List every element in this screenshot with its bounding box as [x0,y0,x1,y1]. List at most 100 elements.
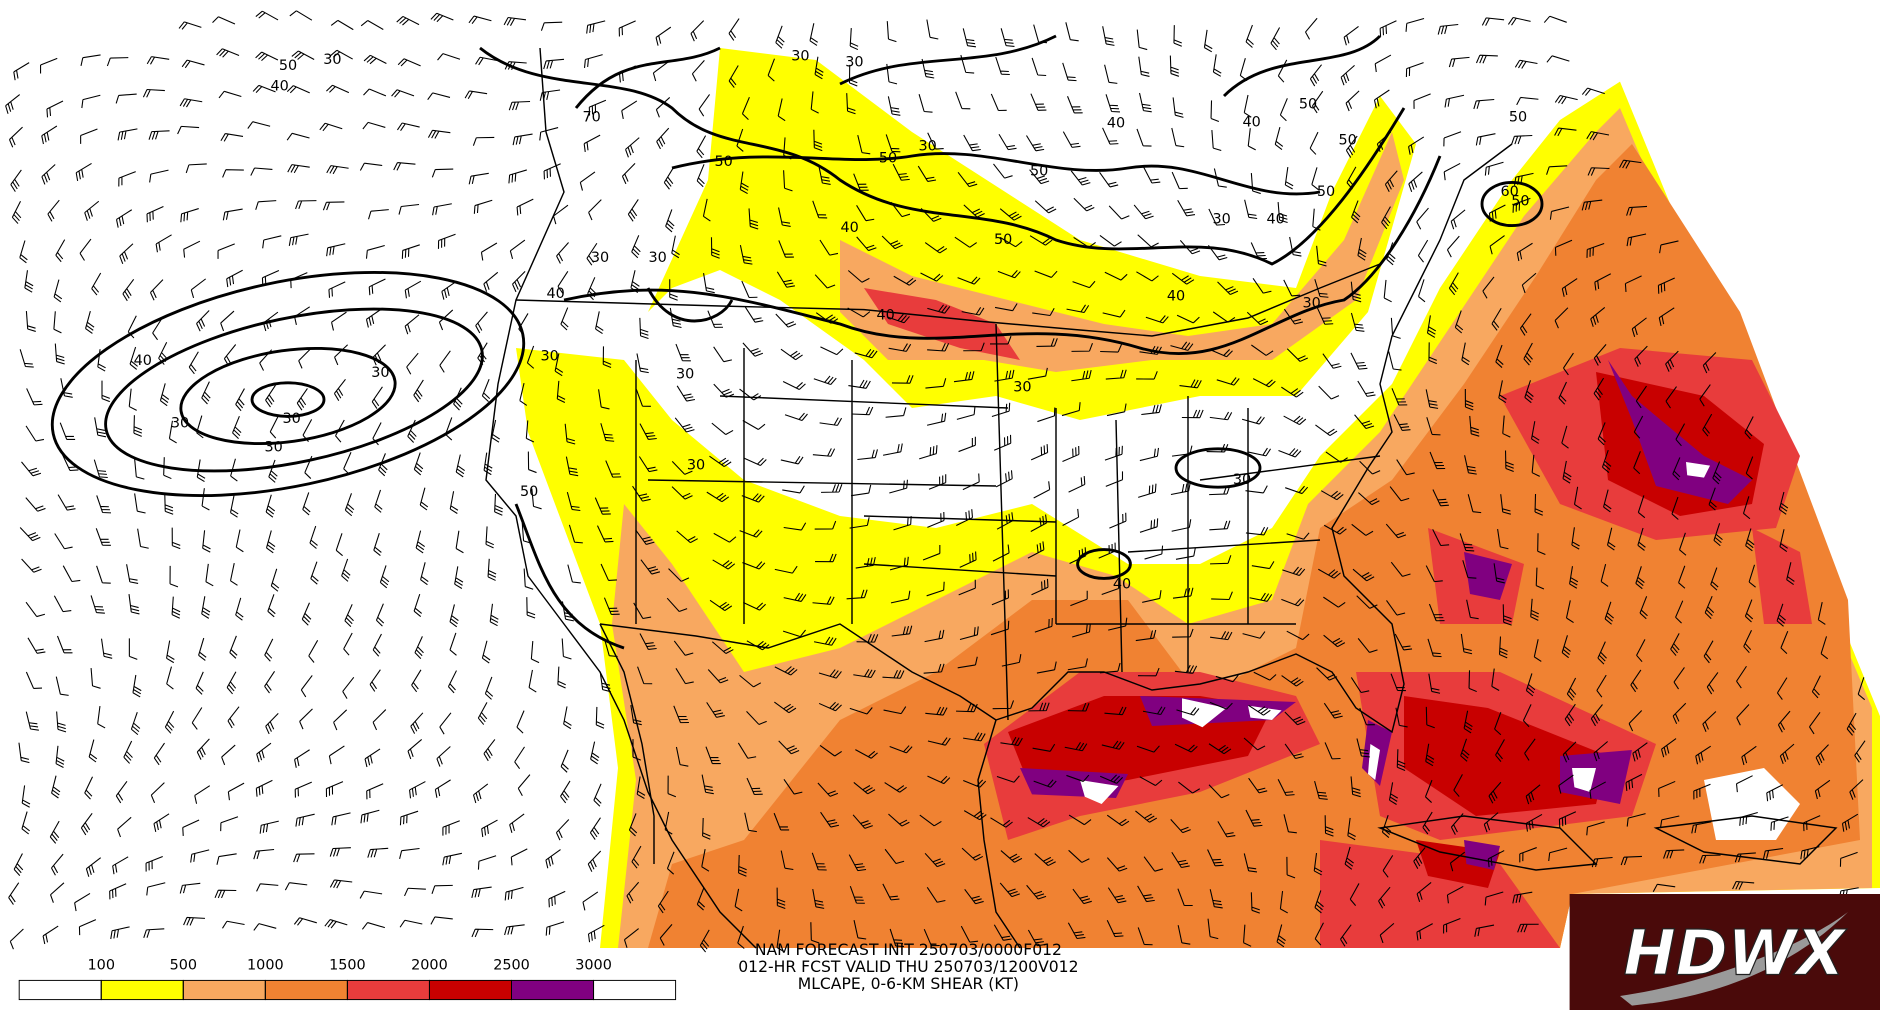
wind-barb [518,313,529,336]
wind-barb [675,667,694,685]
wind-barb [106,57,129,67]
wind-barb [419,487,429,511]
wind-barb [959,626,979,641]
wind-barb [1281,386,1304,398]
wind-barb [319,122,343,132]
wind-barb [262,235,282,249]
wind-barb [954,236,977,248]
wind-barb [811,852,827,871]
wind-barb [325,781,344,798]
wind-barb [155,234,172,253]
wind-barb [399,919,423,928]
wind-barb [1209,701,1233,710]
contour-label: 30 [791,48,809,64]
wind-barb [1357,237,1367,261]
wind-barb [849,886,865,904]
contour-label: 30 [1302,296,1320,312]
wind-barb [333,378,346,401]
wind-barb [1632,742,1648,762]
wind-barb [991,402,1011,418]
wind-barb [1207,849,1224,867]
wind-barb [360,809,380,824]
wind-barb [1712,461,1722,485]
wind-barb [409,781,426,799]
wind-barb [369,669,381,692]
wind-barb [259,349,273,371]
wind-barb [783,170,793,192]
wind-barb [540,21,563,31]
wind-barb [1171,519,1192,532]
wind-barb [96,495,112,514]
wind-barb [1395,707,1408,728]
wind-barb [1378,886,1391,909]
wind-barb [190,278,207,298]
wind-barb [1596,674,1607,698]
wind-barb [1324,815,1334,837]
wind-barb [295,200,317,210]
wind-barb [295,813,315,827]
wind-barb [404,887,426,897]
wind-barb [1475,133,1496,146]
wind-barb [1068,476,1086,493]
wind-barb [1462,560,1477,579]
wind-barb [1408,136,1425,155]
wind-barb [1516,242,1533,262]
wind-barb [1702,352,1717,374]
wind-barb [554,353,564,377]
wind-barb [1475,54,1498,64]
wind-barb [776,271,795,288]
wind-barb [1594,273,1612,291]
wind-barb [308,640,319,663]
wind-barb [690,20,705,42]
wind-barb [229,635,238,659]
wind-barb [1284,743,1304,760]
wind-barb [261,269,280,287]
wind-barb [993,163,1013,179]
wind-barb [404,314,420,335]
wind-barb [396,122,420,131]
wind-barb [1484,891,1504,906]
wind-barb [621,162,636,185]
wind-barb [1314,780,1328,800]
wind-barb [676,530,698,544]
wind-barb [927,512,945,528]
wind-barb [1251,561,1275,570]
wind-barb [1636,639,1646,663]
wind-barb [1030,93,1047,111]
caption-line: NAM FORECAST INIT 250703/0000F012 [755,941,1062,959]
wind-barb [1734,852,1756,863]
wind-barb [430,12,454,23]
wind-barb [1601,449,1612,473]
wind-barb [1177,925,1191,945]
wind-barb [19,349,34,368]
wind-barb [1071,369,1092,382]
wind-barb [1593,377,1605,401]
wind-barb [24,270,34,293]
wind-barb [1373,89,1390,109]
wind-barb [1558,811,1577,828]
wind-barb [1142,590,1162,603]
wind-barb [1136,745,1160,753]
wind-barb [1316,667,1338,681]
wind-barb [329,847,351,857]
wind-barb [360,20,384,30]
wind-barb [328,745,345,765]
wind-barb [481,819,498,838]
wind-barb [115,93,137,104]
wind-barb [205,563,214,587]
wind-barb [427,92,451,101]
wind-barb [455,454,465,478]
wind-barb [198,637,207,661]
wind-barb [1481,17,1505,26]
wind-barb [1498,380,1507,404]
wind-barb [774,565,798,574]
wind-barb [1405,62,1424,78]
wind-barb [783,137,792,160]
wind-barb [1776,677,1788,700]
wind-barb [632,485,651,502]
wind-barb [1432,529,1450,547]
wind-barb [1695,745,1712,765]
wind-barb [1000,28,1015,47]
wind-barb [1374,54,1392,73]
